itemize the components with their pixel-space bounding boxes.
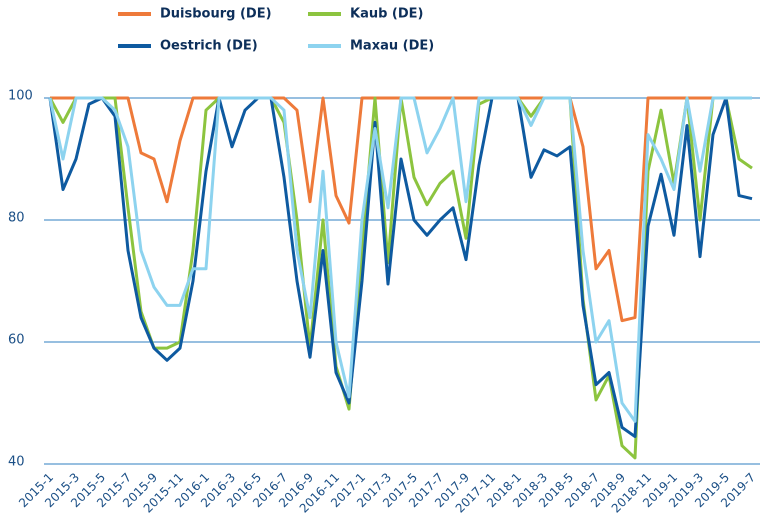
series-line bbox=[48, 96, 753, 439]
legend-label: Kaub (DE) bbox=[350, 7, 424, 22]
legend-label: Duisbourg (DE) bbox=[160, 7, 272, 22]
legend-label: Oestrich (DE) bbox=[160, 39, 258, 54]
y-tick-label: 40 bbox=[8, 455, 25, 470]
y-tick-label: 80 bbox=[8, 211, 25, 226]
y-tick-label: 60 bbox=[8, 333, 25, 348]
series-line bbox=[48, 96, 752, 423]
y-tick-label: 100 bbox=[8, 89, 33, 104]
legend-label: Maxau (DE) bbox=[350, 39, 434, 54]
